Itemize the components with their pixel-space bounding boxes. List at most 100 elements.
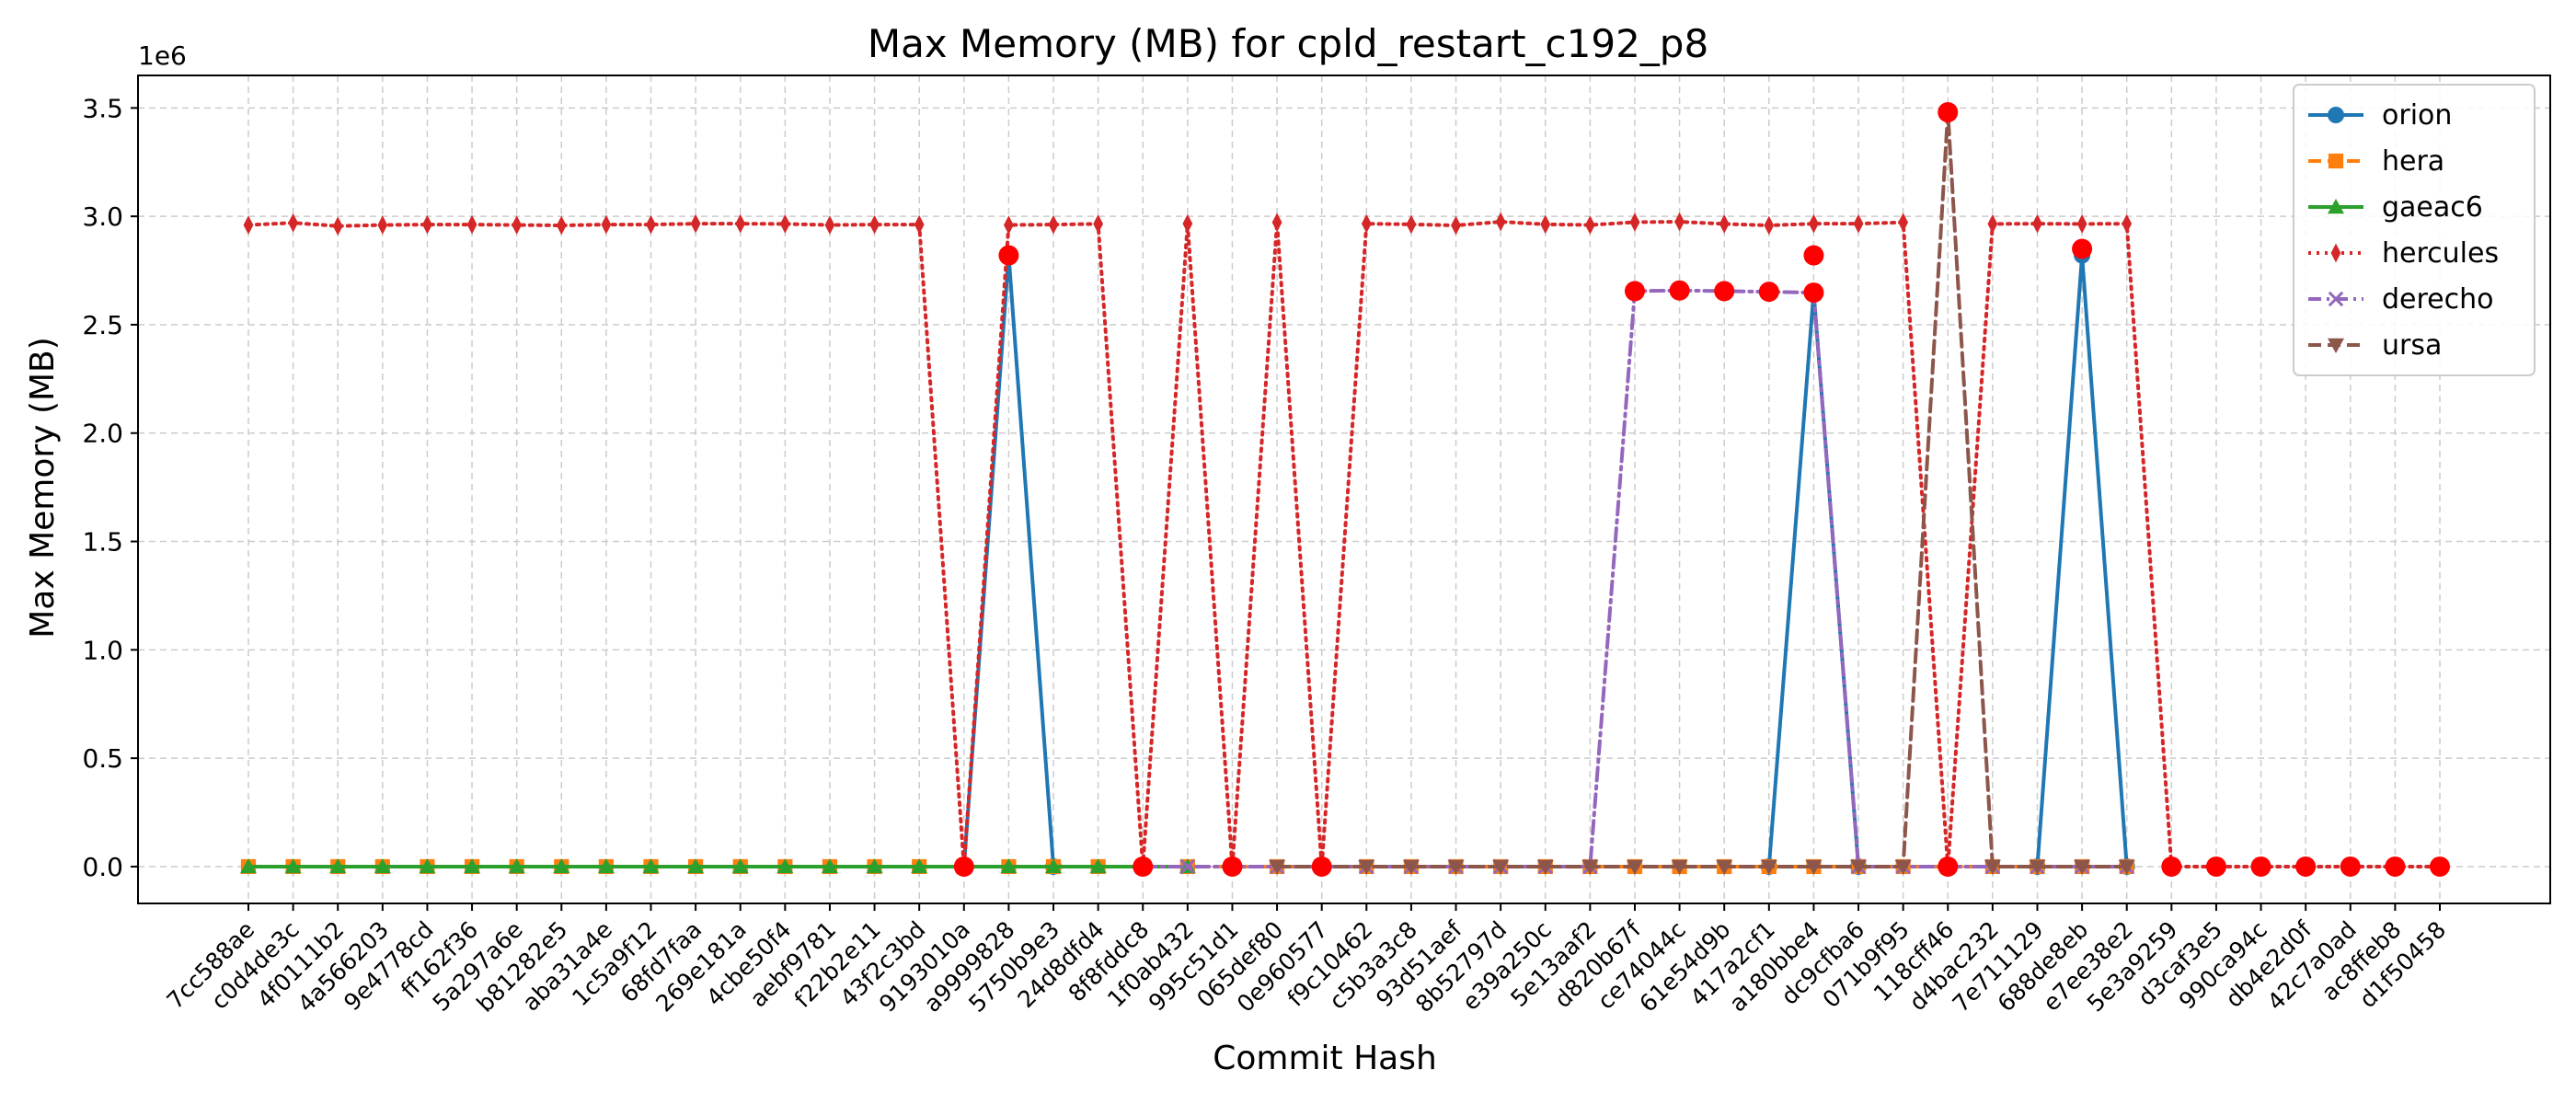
y-tick-label: 2.5: [82, 310, 123, 340]
hercules-point: [2032, 213, 2042, 234]
hercules-point: [1898, 213, 1909, 233]
hercules-point: [735, 213, 746, 234]
highlight-point: [998, 245, 1019, 266]
gaeac6-point: [508, 857, 525, 874]
highlight-point: [2385, 856, 2406, 877]
ursa-point: [1894, 859, 1912, 875]
y-tick-label: 1.5: [82, 527, 123, 558]
gaeac6-point: [866, 857, 883, 874]
hercules-point: [1987, 214, 1998, 234]
highlight-point: [1311, 856, 1332, 877]
gaeac6-point: [687, 857, 705, 874]
ursa-line: [1275, 110, 2129, 868]
y-tick-label: 1.0: [82, 635, 123, 665]
highlight-point: [1669, 280, 1690, 301]
hercules-point: [869, 214, 880, 235]
ursa-point: [1358, 859, 1375, 875]
highlight-point: [2072, 238, 2093, 259]
legend-label: orion: [2382, 99, 2452, 132]
gaeac6-point: [731, 857, 749, 874]
gaeac6-point: [597, 857, 615, 874]
hercules-point: [1809, 213, 1819, 234]
highlight-point: [2430, 856, 2450, 877]
highlight-layer: [953, 102, 2450, 877]
gaeac6-point: [419, 857, 436, 874]
hercules-point: [1764, 215, 1775, 236]
highlight-point: [1714, 281, 1735, 302]
y-tick-label: 2.0: [82, 419, 123, 449]
legend-item-gaeac6: gaeac6: [2308, 191, 2483, 224]
y-axis-offset-label: 1e6: [138, 40, 187, 71]
hercules-point: [779, 214, 790, 234]
legend-item-orion: orion: [2308, 99, 2452, 132]
hercules-point: [466, 214, 477, 235]
hercules-point: [1853, 213, 1864, 234]
hercules-point: [1093, 214, 1104, 234]
highlight-point: [1803, 282, 1824, 304]
ursa-point: [1447, 859, 1465, 875]
y-axis-label: Max Memory (MB): [24, 337, 62, 638]
highlight-point: [2295, 856, 2317, 877]
hercules-point: [1540, 214, 1551, 235]
legend-swatch-marker: [2328, 153, 2344, 169]
hercules-point: [1406, 214, 1417, 235]
legend-item-derecho: derecho: [2308, 283, 2494, 316]
series-ursa: [1269, 105, 2135, 875]
gaeac6-point: [776, 857, 794, 874]
legend: orion hera gaeac6 hercules derecho ursa: [2293, 84, 2536, 376]
legend-swatch-marker: [2328, 199, 2344, 214]
gaeac6-point: [329, 857, 347, 874]
legend-swatch-marker: [2328, 107, 2344, 123]
highlight-point: [1624, 281, 1645, 302]
gaeac6-point: [642, 857, 660, 874]
hercules-point: [1182, 213, 1193, 234]
y-tick-label: 0.5: [82, 743, 123, 774]
hercules-point: [422, 214, 432, 235]
gaeac6-point: [1000, 857, 1018, 874]
hercules-point: [1271, 213, 1282, 233]
y-tick-label: 3.0: [82, 201, 123, 232]
ursa-point: [1536, 859, 1554, 875]
ursa-point: [2074, 859, 2091, 875]
hercules-point: [690, 213, 701, 234]
hercules-point: [1629, 213, 1640, 232]
hercules-point: [512, 215, 523, 235]
gaeac6-point: [464, 857, 481, 874]
gaeac6-point: [1045, 857, 1063, 874]
ursa-point: [1716, 859, 1733, 875]
y-tick-label: 3.5: [82, 93, 123, 123]
legend-item-hera: hera: [2308, 145, 2444, 178]
highlight-point: [1222, 856, 1243, 877]
derecho-point: [1179, 858, 1196, 875]
highlight-point: [1938, 102, 1959, 123]
ursa-point: [1805, 859, 1823, 875]
hercules-point: [1004, 215, 1014, 235]
y-tick-label: 0.0: [82, 852, 123, 882]
hercules-point: [646, 214, 656, 235]
hercules-point: [601, 214, 612, 235]
highlight-point: [2250, 856, 2271, 877]
hercules-point: [824, 215, 835, 235]
hercules-point: [1451, 215, 1461, 236]
hercules-point: [332, 216, 343, 236]
gaeac6-point: [284, 857, 302, 874]
hercules-point: [914, 214, 925, 235]
legend-box: [2293, 84, 2536, 376]
ursa-point: [1581, 859, 1599, 875]
legend-label: hera: [2382, 145, 2444, 178]
gaeac6-point: [374, 857, 391, 874]
ursa-point: [2118, 859, 2135, 875]
legend-label: gaeac6: [2382, 191, 2483, 224]
gaeac6-point: [821, 857, 838, 874]
grid-layer: [138, 75, 2550, 903]
highlight-point: [2340, 856, 2361, 877]
highlight-point: [1938, 856, 1959, 877]
highlight-point: [2205, 856, 2226, 877]
ursa-point: [1626, 859, 1643, 875]
hercules-point: [243, 215, 254, 235]
ursa-point: [1269, 859, 1286, 875]
hercules-point: [288, 213, 299, 233]
hercules-point: [2076, 214, 2087, 234]
legend-item-hercules: hercules: [2308, 237, 2499, 270]
